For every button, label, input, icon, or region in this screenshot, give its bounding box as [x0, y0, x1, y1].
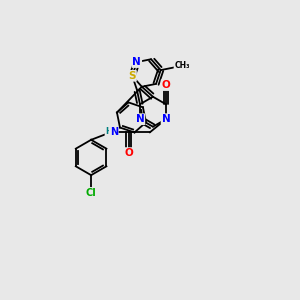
Text: Cl: Cl [86, 188, 97, 198]
Text: N: N [161, 114, 170, 124]
Text: N: N [136, 114, 144, 124]
Text: O: O [124, 148, 133, 158]
Text: S: S [128, 71, 136, 81]
Text: H: H [105, 127, 112, 136]
Text: CH₃: CH₃ [174, 61, 190, 70]
Text: N: N [133, 57, 141, 67]
Text: N: N [110, 128, 118, 137]
Text: O: O [161, 80, 170, 90]
